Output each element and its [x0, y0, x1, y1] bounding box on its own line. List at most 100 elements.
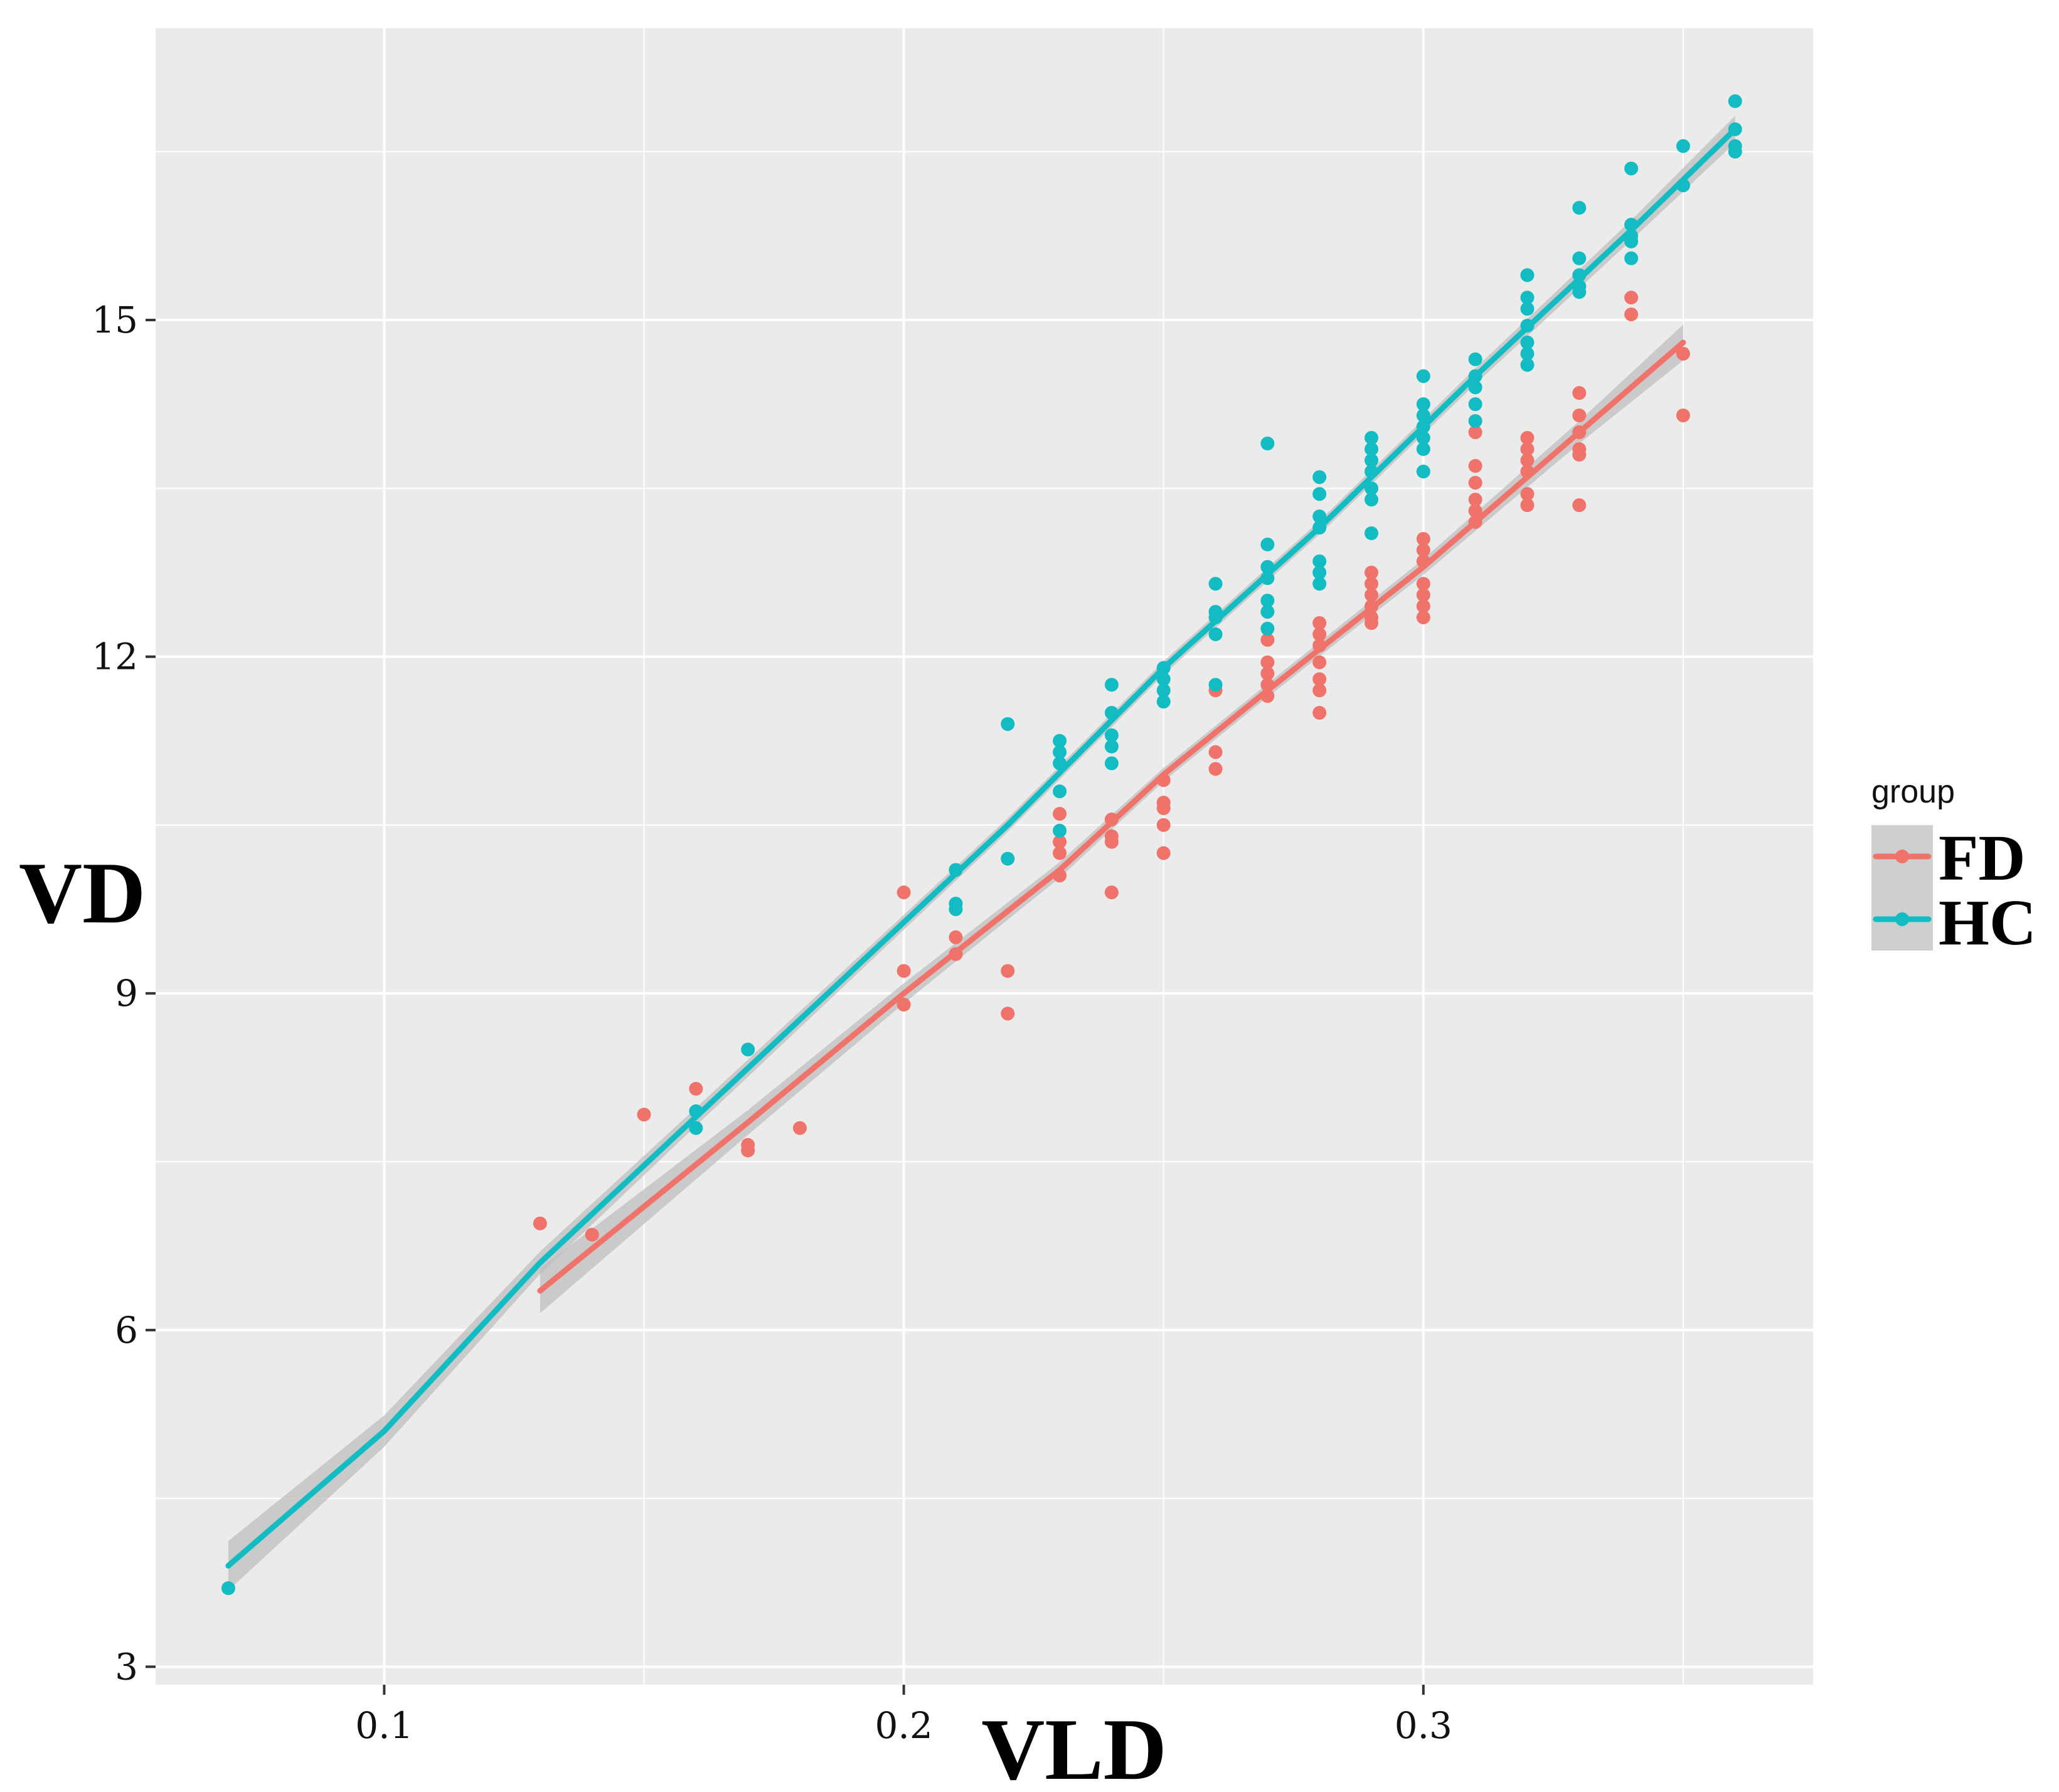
data-point-fd [1572, 425, 1587, 439]
data-point-fd [1156, 773, 1171, 787]
data-point-fd [1416, 588, 1430, 602]
data-point-fd [1416, 531, 1430, 546]
data-point-fd [1416, 599, 1430, 614]
y-tick-label: 12 [92, 636, 138, 678]
data-point-hc [1104, 706, 1119, 720]
data-point-hc [689, 1121, 703, 1135]
data-point-fd [1104, 835, 1119, 849]
data-point-fd [896, 964, 911, 978]
data-point-fd [1365, 588, 1379, 602]
x-tick-label: 0.3 [1395, 1704, 1452, 1747]
data-point-fd [949, 947, 963, 961]
data-point-hc [1416, 408, 1430, 423]
data-point-fd [741, 1138, 755, 1152]
data-point-fd [1104, 812, 1119, 826]
data-point-fd [1365, 565, 1379, 580]
data-point-hc [1728, 122, 1742, 136]
data-point-fd [1520, 487, 1535, 501]
data-point-fd [1365, 577, 1379, 591]
data-point-fd [1572, 447, 1587, 462]
data-point-fd [896, 885, 911, 900]
data-point-fd [1468, 504, 1482, 518]
data-point-hc [1416, 442, 1430, 456]
data-point-hc [1572, 201, 1587, 215]
data-point-fd [896, 998, 911, 1012]
data-point-hc [1053, 745, 1067, 759]
x-tick-label: 0.2 [875, 1704, 933, 1747]
data-point-hc [1156, 683, 1171, 698]
y-tick-label: 3 [115, 1645, 138, 1688]
data-point-fd [1156, 846, 1171, 860]
data-point-hc [689, 1104, 703, 1119]
data-point-fd [1468, 493, 1482, 507]
data-point-hc [949, 863, 963, 877]
data-point-fd [1572, 386, 1587, 400]
data-point-hc [1624, 218, 1639, 232]
data-point-hc [1260, 621, 1275, 636]
data-point-hc [1676, 139, 1690, 153]
data-point-hc [1312, 470, 1327, 484]
data-point-hc [949, 902, 963, 917]
data-point-hc [1572, 285, 1587, 299]
data-point-hc [1624, 251, 1639, 265]
data-point-fd [585, 1227, 599, 1242]
data-point-fd [1312, 627, 1327, 641]
data-point-hc [1312, 509, 1327, 524]
data-point-hc [1312, 520, 1327, 535]
data-point-hc [1520, 268, 1535, 282]
data-point-hc [1104, 728, 1119, 742]
legend-title: group [1871, 774, 1955, 810]
legend-dot-fd [1895, 850, 1909, 863]
data-point-hc [1312, 487, 1327, 501]
data-point-fd [1053, 868, 1067, 883]
data-point-fd [1468, 425, 1482, 439]
data-point-hc [1053, 733, 1067, 748]
data-point-fd [1053, 846, 1067, 860]
data-point-hc [1520, 358, 1535, 372]
data-point-hc [1365, 481, 1379, 496]
data-point-fd [1260, 632, 1275, 647]
data-point-hc [1260, 560, 1275, 574]
data-point-hc [1104, 739, 1119, 754]
data-point-hc [1520, 335, 1535, 349]
data-point-hc [1416, 419, 1430, 434]
data-point-hc [1001, 717, 1015, 731]
data-point-hc [1728, 94, 1742, 109]
data-point-hc [1365, 526, 1379, 540]
data-point-fd [1416, 554, 1430, 568]
data-point-fd [1260, 689, 1275, 703]
data-point-hc [1416, 397, 1430, 412]
data-point-fd [1416, 543, 1430, 557]
data-point-fd [1365, 616, 1379, 630]
y-axis-title: VD [19, 845, 146, 942]
data-point-fd [1520, 442, 1535, 456]
data-point-fd [1468, 459, 1482, 473]
data-point-hc [1520, 291, 1535, 305]
data-point-fd [1053, 807, 1067, 821]
data-point-hc [1624, 161, 1639, 176]
data-point-fd [949, 930, 963, 944]
data-point-hc [1053, 784, 1067, 799]
data-point-fd [1520, 453, 1535, 467]
data-point-hc [1468, 397, 1482, 412]
legend-dot-hc [1895, 912, 1909, 926]
data-point-hc [1104, 678, 1119, 692]
data-point-fd [1260, 666, 1275, 681]
data-point-hc [1572, 251, 1587, 265]
data-point-hc [1365, 493, 1379, 507]
x-tick-label: 0.1 [355, 1704, 413, 1747]
grid-lines [156, 28, 1813, 1685]
data-point-hc [1156, 695, 1171, 709]
y-tick-label: 9 [115, 972, 138, 1015]
data-point-fd [1676, 408, 1690, 423]
data-point-fd [1365, 599, 1379, 614]
data-point-fd [1260, 655, 1275, 669]
data-point-hc [1365, 464, 1379, 479]
data-point-fd [533, 1216, 547, 1230]
data-point-hc [1676, 178, 1690, 193]
data-point-hc [1624, 234, 1639, 248]
data-point-hc [1520, 318, 1535, 333]
data-point-fd [1208, 745, 1223, 759]
data-point-fd [1416, 577, 1430, 591]
y-tick-label: 15 [92, 299, 138, 341]
